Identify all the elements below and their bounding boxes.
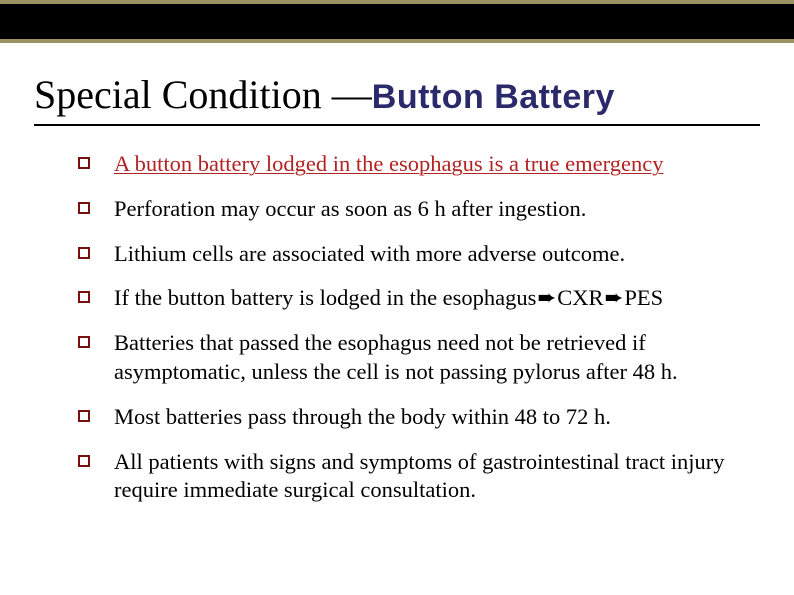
list-item: Most batteries pass through the body wit… [78,403,754,432]
title-accent-part: Button Battery [372,78,615,117]
bullet-marker-icon [78,455,90,467]
arrow-right-icon: ➨ [536,284,557,313]
list-item: Lithium cells are associated with more a… [78,240,754,269]
list-item: Perforation may occur as soon as 6 h aft… [78,195,754,224]
bullet-list: A button battery lodged in the esophagus… [0,136,794,505]
bullet-text: All patients with signs and symptoms of … [114,448,754,506]
title-plain-part: Special Condition — [34,71,372,118]
bullet-text: A button battery lodged in the esophagus… [114,150,663,179]
bullet-marker-icon [78,157,90,169]
top-banner [0,0,794,43]
list-item: All patients with signs and symptoms of … [78,448,754,506]
slide-title: Special Condition — Button Battery [0,43,794,124]
bullet-text: Lithium cells are associated with more a… [114,240,625,269]
bullet-marker-icon [78,410,90,422]
bullet-text: If the button battery is lodged in the e… [114,284,663,313]
bullet-marker-icon [78,247,90,259]
arrow-right-icon: ➨ [604,284,625,313]
bullet-marker-icon [78,291,90,303]
bullet-text: Perforation may occur as soon as 6 h aft… [114,195,586,224]
bullet-marker-icon [78,202,90,214]
list-item: If the button battery is lodged in the e… [78,284,754,313]
bullet-text: Batteries that passed the esophagus need… [114,329,754,387]
title-underline [34,124,760,126]
list-item: A button battery lodged in the esophagus… [78,150,754,179]
bullet-text: Most batteries pass through the body wit… [114,403,611,432]
bullet-marker-icon [78,336,90,348]
list-item: Batteries that passed the esophagus need… [78,329,754,387]
